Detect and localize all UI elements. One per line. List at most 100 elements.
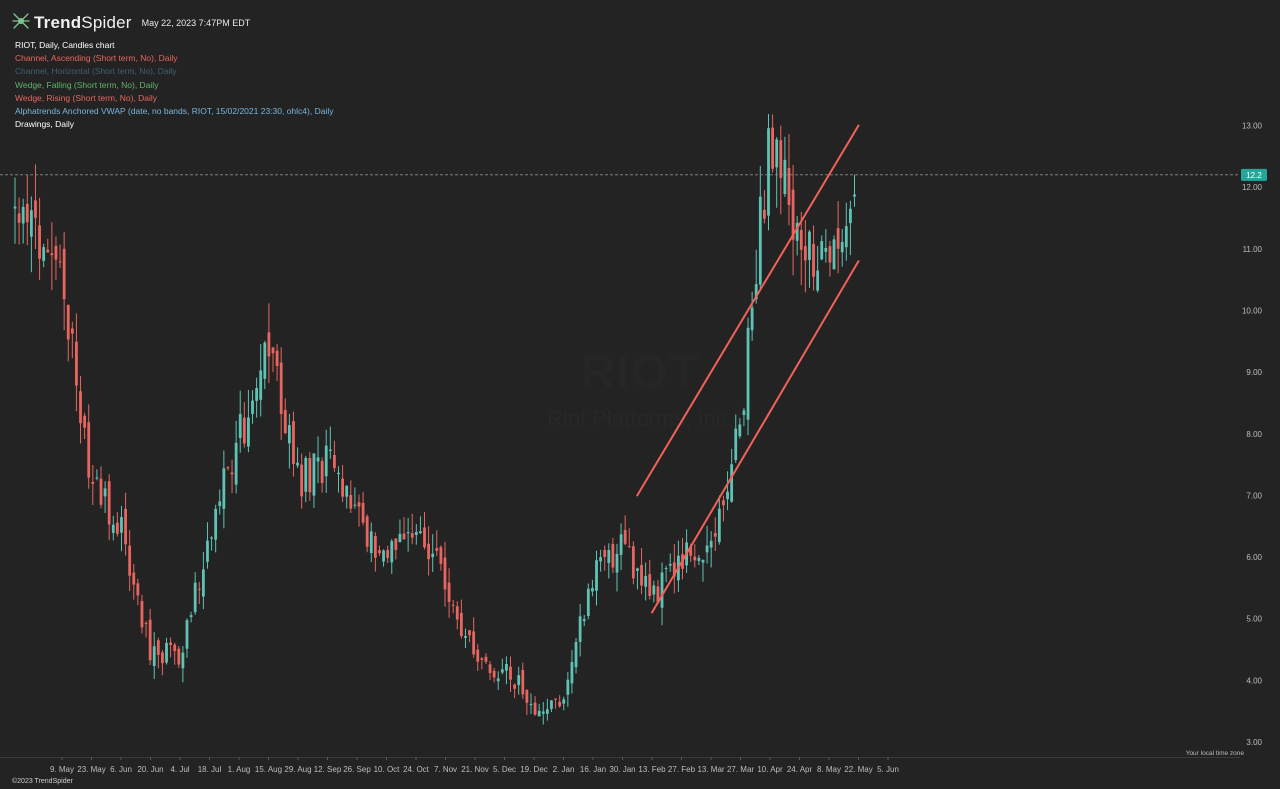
- candle-body: [464, 636, 467, 638]
- legend-item[interactable]: Channel, Ascending (Short term, No), Dai…: [15, 53, 178, 64]
- candle-body: [181, 652, 185, 669]
- copyright: ©2023 TrendSpider: [12, 778, 73, 785]
- candle-body: [722, 500, 725, 506]
- candle-body: [558, 701, 562, 707]
- candle-body: [840, 241, 844, 253]
- brand[interactable]: TrendSpider: [12, 12, 132, 35]
- x-tick-label: 19. Dec: [520, 765, 548, 774]
- channel-lower-line: [651, 260, 860, 614]
- candle-body: [234, 442, 238, 485]
- candle-body: [668, 564, 672, 566]
- x-tick-label: 10. Oct: [374, 765, 401, 774]
- candle-body: [136, 583, 140, 596]
- candle-body: [66, 304, 70, 340]
- legend-item[interactable]: RIOT, Daily, Candles chart: [15, 40, 115, 50]
- candle-body: [259, 370, 263, 400]
- candle-body: [849, 208, 852, 224]
- candle-body: [357, 502, 361, 507]
- candle-body: [95, 477, 99, 479]
- trendspider-logo-icon: [12, 12, 30, 35]
- candle-body: [533, 702, 537, 715]
- candle-body: [697, 557, 701, 561]
- candle-body: [124, 508, 127, 545]
- candle-body: [537, 710, 541, 717]
- x-tick-label: 30. Jan: [609, 765, 635, 774]
- candle-body: [701, 559, 705, 563]
- x-tick-label: 24. Oct: [403, 765, 430, 774]
- candle-body: [79, 391, 82, 424]
- candle-body: [206, 540, 209, 562]
- candle-body: [521, 669, 525, 695]
- candle-body: [365, 516, 369, 547]
- y-tick-label: 12.00: [1242, 183, 1263, 192]
- brand-name-bold: Trend: [34, 13, 82, 32]
- legend-item[interactable]: Channel, Horizontal (Short term, No), Da…: [15, 66, 177, 77]
- candle-body: [263, 342, 267, 379]
- candle-body: [156, 640, 160, 655]
- legend-item[interactable]: Wedge, Rising (Short term, No), Daily: [15, 92, 158, 103]
- candle-body: [443, 557, 447, 590]
- y-tick-label: 6.00: [1246, 553, 1262, 562]
- candle-body: [717, 508, 721, 543]
- legend-item[interactable]: Drawings, Daily: [15, 119, 75, 130]
- candle-body: [353, 504, 357, 506]
- candle-body: [337, 472, 340, 475]
- x-tick-label: 29. Aug: [284, 765, 311, 774]
- candle-body: [603, 550, 607, 557]
- candle-body: [267, 332, 271, 357]
- candle-body: [169, 642, 173, 646]
- candle-body: [734, 428, 738, 461]
- candle-body: [709, 540, 713, 548]
- candle-body: [853, 194, 856, 197]
- candle-body: [193, 582, 197, 613]
- timezone-label[interactable]: Your local time zone: [1185, 750, 1244, 757]
- candle-body: [619, 534, 623, 555]
- x-tick-label: 21. Nov: [461, 765, 489, 774]
- candle-body: [562, 699, 566, 704]
- candle-body: [111, 524, 115, 533]
- candle-body: [292, 421, 295, 465]
- candle-body: [844, 226, 848, 248]
- candle-body: [210, 537, 213, 539]
- candle-body: [271, 347, 275, 354]
- candle-body: [214, 508, 218, 540]
- x-tick-label: 7. Nov: [434, 765, 457, 774]
- candle-body: [599, 557, 603, 562]
- candle-body: [275, 350, 279, 366]
- x-tick-label: 23. May: [77, 765, 105, 774]
- candle-body: [394, 538, 398, 550]
- top-bar: TrendSpider May 22, 2023 7:47PM EDT: [12, 12, 250, 34]
- candle-body: [758, 196, 762, 285]
- candle-body: [763, 209, 766, 219]
- candle-body: [402, 533, 406, 540]
- legend-item[interactable]: Wedge, Falling (Short term, No), Daily: [15, 79, 159, 90]
- candle-body: [378, 550, 381, 554]
- candle-body: [345, 485, 349, 497]
- candle-body: [505, 664, 508, 671]
- candle-body: [517, 675, 521, 686]
- candle-body: [349, 494, 353, 509]
- candle-body: [615, 553, 619, 573]
- candle-body: [361, 502, 365, 523]
- candle-body: [566, 679, 570, 695]
- candle-body: [652, 585, 656, 595]
- candle-body: [70, 328, 74, 334]
- candle-body: [795, 222, 799, 241]
- candle-body: [631, 546, 635, 579]
- candle-body: [799, 230, 803, 250]
- candle-body: [242, 417, 246, 444]
- candle-body: [582, 619, 586, 622]
- candle-body: [705, 545, 709, 553]
- candle-body: [99, 478, 103, 505]
- legend-item[interactable]: Alphatrends Anchored VWAP (date, no band…: [15, 106, 334, 117]
- candle-body: [283, 409, 287, 434]
- candle-body: [251, 400, 254, 414]
- x-tick-label: 22. May: [844, 765, 872, 774]
- candle-body: [87, 422, 91, 478]
- candle-body: [754, 284, 758, 300]
- candle-body: [144, 623, 148, 625]
- candle-body: [50, 253, 54, 256]
- candle-body: [419, 531, 422, 534]
- candle-body: [636, 568, 639, 571]
